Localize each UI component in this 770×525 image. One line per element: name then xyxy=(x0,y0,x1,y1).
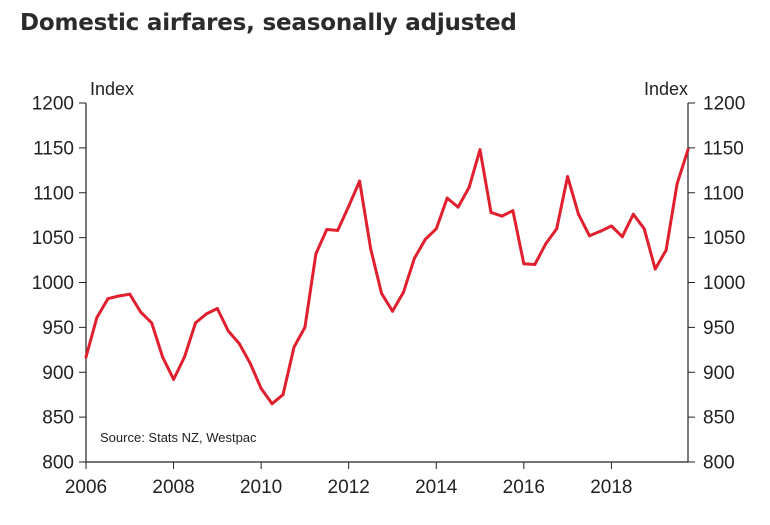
data-point xyxy=(445,196,449,200)
y-tick-label-right: 800 xyxy=(703,453,735,474)
data-point xyxy=(259,386,263,390)
x-tick-label: 2018 xyxy=(590,477,632,498)
data-point xyxy=(675,182,679,186)
data-point xyxy=(664,248,668,252)
y-axis-label-left: Index xyxy=(90,79,134,99)
y-tick-label-left: 1150 xyxy=(33,138,74,159)
data-point xyxy=(577,212,580,216)
data-point xyxy=(642,227,646,231)
y-axis-label-right: Index xyxy=(644,79,688,99)
data-point xyxy=(489,211,493,214)
data-point xyxy=(412,256,416,260)
y-tick-label-left: 1050 xyxy=(32,228,74,249)
data-point xyxy=(325,228,329,231)
data-point xyxy=(620,235,624,239)
y-tick-label-right: 850 xyxy=(703,408,735,429)
data-point xyxy=(369,246,373,250)
y-tick-label-right: 1100 xyxy=(703,183,744,204)
data-point xyxy=(566,175,570,179)
data-point xyxy=(598,229,602,233)
data-point xyxy=(226,329,230,333)
data-point xyxy=(478,148,482,152)
data-point xyxy=(248,361,252,365)
y-tick-label-left: 850 xyxy=(42,408,74,429)
data-point xyxy=(434,227,438,231)
data-point xyxy=(653,267,657,271)
data-point xyxy=(522,262,526,266)
y-tick-label-left: 1200 xyxy=(32,94,74,115)
series-line xyxy=(84,148,690,406)
data-point xyxy=(555,227,559,231)
data-point xyxy=(172,377,176,381)
y-tick-label-left: 800 xyxy=(42,453,74,474)
data-point xyxy=(204,312,208,316)
data-point xyxy=(423,237,427,241)
y-tick-label-right: 1000 xyxy=(703,273,745,294)
y-tick-label-left: 1000 xyxy=(32,273,74,294)
data-point xyxy=(467,185,471,189)
data-point xyxy=(95,316,99,319)
axes xyxy=(85,103,689,463)
y-tick-label-right: 1050 xyxy=(703,228,745,249)
data-point xyxy=(270,402,274,406)
data-point xyxy=(281,393,285,397)
data-point xyxy=(511,209,515,213)
x-tick-label: 2012 xyxy=(328,477,370,498)
data-point xyxy=(347,204,351,208)
data-point xyxy=(631,212,635,216)
data-point xyxy=(183,355,186,359)
y-tick-label-right: 900 xyxy=(703,363,735,384)
data-point xyxy=(391,309,394,313)
tick-group: 800 800 850 850 900 900 950 950 1000 1000 1050 1050… xyxy=(32,94,746,499)
data-point xyxy=(401,290,405,294)
y-tick-label-left: 900 xyxy=(42,363,74,384)
y-tick-label-right: 950 xyxy=(703,318,735,339)
source-note: Source: Stats NZ, Westpac xyxy=(100,430,257,445)
data-point xyxy=(588,234,591,238)
data-point xyxy=(456,205,460,209)
x-tick-label: 2008 xyxy=(152,477,194,498)
y-tick-label-left: 1100 xyxy=(33,183,74,204)
x-tick-label: 2016 xyxy=(503,477,545,498)
data-point xyxy=(215,307,219,310)
data-point xyxy=(237,342,241,345)
data-point xyxy=(500,214,504,218)
data-point xyxy=(609,224,613,228)
data-point xyxy=(380,291,383,295)
data-point xyxy=(128,292,132,296)
data-point xyxy=(533,263,537,266)
y-tick-label-left: 950 xyxy=(42,318,74,339)
data-point xyxy=(544,242,548,246)
data-point xyxy=(161,355,165,359)
data-point xyxy=(292,345,296,349)
data-point xyxy=(117,294,121,298)
x-tick-label: 2010 xyxy=(240,477,282,498)
data-point xyxy=(686,148,690,152)
data-point xyxy=(150,321,154,325)
chart-title: Domestic airfares, seasonally adjusted xyxy=(20,10,517,36)
data-point xyxy=(139,310,143,314)
data-point xyxy=(314,252,318,256)
x-tick-label: 2006 xyxy=(65,477,107,498)
data-point xyxy=(358,179,362,183)
data-point xyxy=(336,228,340,232)
y-tick-label-right: 1150 xyxy=(703,138,744,159)
x-tick-label: 2014 xyxy=(415,477,458,498)
y-tick-label-right: 1200 xyxy=(703,94,745,115)
data-point xyxy=(106,297,110,301)
data-point xyxy=(303,325,307,329)
plot-area xyxy=(84,148,690,406)
data-point xyxy=(194,321,197,325)
data-point xyxy=(84,355,88,359)
